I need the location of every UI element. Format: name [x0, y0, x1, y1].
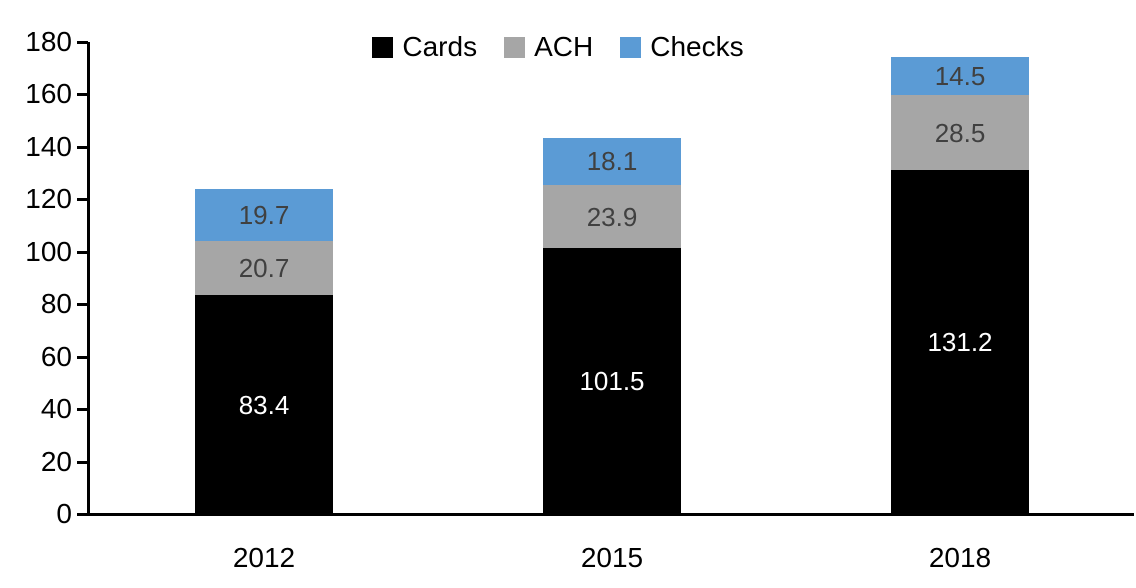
bar-segment-2018-checks	[891, 57, 1029, 96]
x-axis-label-2015: 2015	[580, 542, 644, 573]
legend-swatch-checks	[620, 36, 642, 58]
bar-segment-2012-cards	[195, 295, 333, 514]
y-axis-tick-label: 20	[40, 445, 72, 477]
y-axis-tick-label: 120	[25, 183, 72, 215]
legend-label: Cards	[402, 31, 478, 62]
legend-swatch-cards	[372, 36, 394, 58]
y-axis-tick-label: 140	[25, 130, 72, 162]
y-axis-tick-label: 40	[40, 393, 72, 425]
bar-value-label: 23.9	[586, 201, 638, 232]
bar-segment-2015-checks	[543, 137, 681, 186]
legend-item-ach: ACH	[504, 33, 593, 61]
y-axis-tick	[77, 198, 88, 202]
bar-segment-2015-cards	[543, 247, 681, 514]
y-axis-tick	[77, 408, 88, 412]
y-axis-tick	[77, 250, 88, 254]
legend-label: Checks	[650, 31, 744, 62]
y-axis-tick-label: 180	[25, 26, 72, 57]
y-axis-tick	[77, 460, 88, 464]
bar-value-label: 131.2	[927, 326, 993, 357]
legend-swatch-ach	[504, 36, 526, 58]
x-axis-label-2012: 2012	[232, 542, 296, 573]
bar-segment-2018-cards	[891, 169, 1029, 514]
bar-segment-2012-checks	[195, 189, 333, 242]
bar-value-label: 18.1	[586, 146, 638, 177]
bar-segment-2015-ach	[543, 185, 681, 248]
y-axis-tick-label: 100	[25, 235, 72, 267]
legend-item-checks: Checks	[620, 31, 744, 62]
legend: Cards ACH Checks	[0, 33, 1116, 61]
bar-value-label: 14.5	[934, 61, 986, 92]
bar-segment-2012-ach	[195, 241, 333, 296]
y-axis-line	[87, 42, 90, 515]
legend-label: ACH	[534, 31, 594, 62]
y-axis-tick-label: 60	[40, 340, 72, 372]
y-axis-tick	[77, 93, 88, 97]
y-axis-tick	[77, 513, 88, 516]
bar-segment-2018-ach	[891, 95, 1029, 170]
y-axis-tick-label: 160	[25, 78, 72, 110]
y-axis-tick	[77, 41, 88, 44]
bar-value-label: 19.7	[238, 200, 290, 231]
legend-item-cards: Cards	[372, 33, 477, 61]
y-axis-tick-label: 80	[40, 288, 72, 320]
y-axis-tick	[77, 145, 88, 149]
bar-value-label: 83.4	[238, 389, 290, 420]
y-axis-tick	[77, 303, 88, 307]
bar-value-label: 20.7	[238, 253, 290, 284]
y-axis-tick-label: 0	[56, 498, 72, 529]
x-axis-label-2018: 2018	[928, 542, 992, 573]
bar-value-label: 101.5	[579, 365, 645, 396]
bar-value-label: 28.5	[934, 117, 986, 148]
x-axis-line	[77, 513, 1134, 516]
y-axis-tick	[77, 355, 88, 359]
